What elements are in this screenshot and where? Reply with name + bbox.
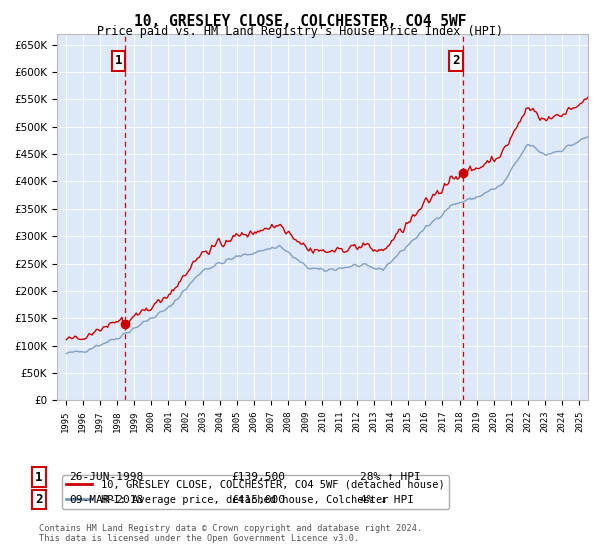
Text: 1: 1 xyxy=(115,54,122,67)
Text: £415,000: £415,000 xyxy=(231,494,285,505)
Text: Price paid vs. HM Land Registry's House Price Index (HPI): Price paid vs. HM Land Registry's House … xyxy=(97,25,503,38)
Text: 28% ↑ HPI: 28% ↑ HPI xyxy=(360,472,421,482)
Text: £139,500: £139,500 xyxy=(231,472,285,482)
Text: 2: 2 xyxy=(35,493,43,506)
Legend: 10, GRESLEY CLOSE, COLCHESTER, CO4 5WF (detached house), HPI: Average price, det: 10, GRESLEY CLOSE, COLCHESTER, CO4 5WF (… xyxy=(62,475,449,509)
Text: 4% ↓ HPI: 4% ↓ HPI xyxy=(360,494,414,505)
Text: 09-MAR-2018: 09-MAR-2018 xyxy=(69,494,143,505)
Text: 10, GRESLEY CLOSE, COLCHESTER, CO4 5WF: 10, GRESLEY CLOSE, COLCHESTER, CO4 5WF xyxy=(134,14,466,29)
Text: Contains HM Land Registry data © Crown copyright and database right 2024.
This d: Contains HM Land Registry data © Crown c… xyxy=(39,524,422,543)
Text: 26-JUN-1998: 26-JUN-1998 xyxy=(69,472,143,482)
Text: 1: 1 xyxy=(35,470,43,484)
Text: 2: 2 xyxy=(452,54,460,67)
